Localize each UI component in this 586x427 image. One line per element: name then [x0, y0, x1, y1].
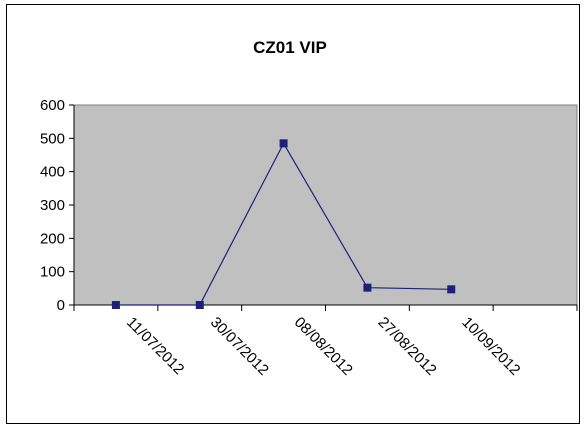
- x-tick-label: 08/08/2012: [291, 314, 356, 379]
- chart-title: CZ01 VIP: [253, 38, 327, 57]
- chart-frame: CZ01 VIP 0 100 200 300 400 500 600 11/07/2012 3…: [6, 4, 580, 424]
- y-axis: 0 100 200 300 400 500 600: [40, 97, 75, 314]
- y-tick-label: 500: [40, 130, 65, 147]
- y-tick-label: 200: [40, 230, 65, 247]
- line-chart: CZ01 VIP 0 100 200 300 400 500 600 11/07/2012 3…: [40, 38, 578, 379]
- y-tick-label: 100: [40, 264, 65, 281]
- x-axis: 11/07/2012 30/07/2012 08/08/2012 27/08/2012…: [73, 304, 578, 379]
- series-layer: [111, 139, 456, 309]
- data-point-marker: [111, 301, 120, 309]
- plot-area: [73, 104, 578, 306]
- x-tick-label: 30/07/2012: [207, 314, 272, 379]
- data-point-marker: [447, 285, 456, 294]
- data-point-marker: [363, 283, 372, 292]
- y-tick-label: 300: [40, 197, 65, 214]
- y-tick-label: 0: [57, 297, 65, 314]
- x-tick-label: 11/07/2012: [123, 314, 187, 378]
- x-tick-label: 10/09/2012: [458, 314, 523, 379]
- data-point-marker: [195, 301, 204, 309]
- y-tick-label: 600: [40, 97, 65, 114]
- data-point-marker: [279, 139, 288, 148]
- y-tick-label: 400: [40, 164, 65, 181]
- x-tick-label: 27/08/2012: [375, 314, 440, 379]
